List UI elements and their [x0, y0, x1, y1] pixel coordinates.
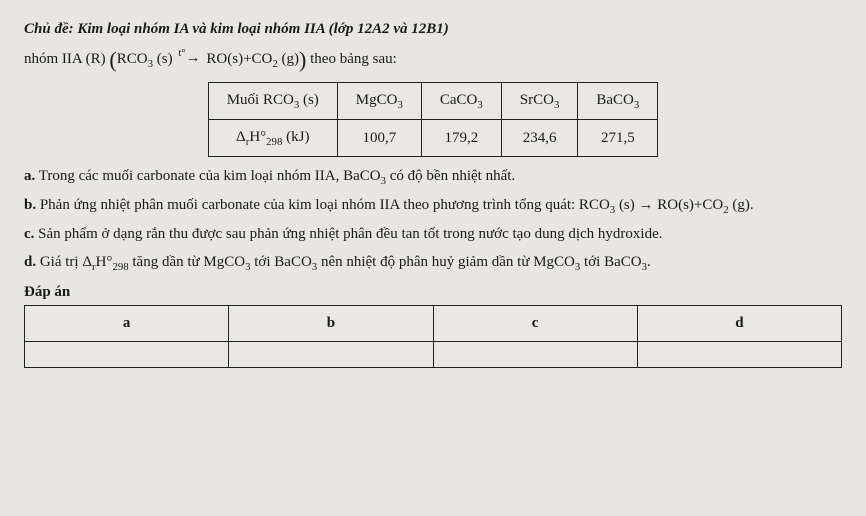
reaction-ro: RO	[206, 50, 227, 66]
ans-d-label: d	[735, 315, 743, 331]
state-g: (g)	[282, 50, 300, 66]
cell-mgco3: MgCO3	[337, 82, 421, 119]
answer-table: a b c d	[24, 305, 842, 368]
plus: +	[243, 50, 251, 66]
table-row: a b c d	[25, 306, 842, 342]
cell-val-1: 100,7	[337, 119, 421, 156]
item-d: d. Giá trị ΔrH°298 tăng dần từ MgCO3 tới…	[24, 251, 842, 275]
open-paren-icon: (	[109, 47, 116, 72]
ans-cell-d	[637, 341, 841, 367]
item-b-label: b.	[24, 197, 36, 213]
cell-val-2: 179,2	[421, 119, 501, 156]
state-s-1: (s)	[157, 50, 173, 66]
reaction-co2: CO	[252, 50, 273, 66]
state-s-2: (s)	[227, 50, 243, 66]
item-a: a. Trong các muối carbonate của kim loại…	[24, 165, 842, 189]
arrow-icon: t°→	[178, 45, 200, 70]
table-row: Muối RCO3 (s) MgCO3 CaCO3 SrCO3 BaCO3	[208, 82, 658, 119]
ans-head-a: a	[25, 306, 229, 342]
dapan-label: Đáp án	[24, 281, 842, 304]
cell-val-4: 271,5	[578, 119, 658, 156]
ans-cell-b	[229, 341, 433, 367]
ans-c-label: c	[532, 315, 539, 331]
cell-deltaH-header: ΔrH°298 (kJ)	[208, 119, 337, 156]
sub-3: 3	[148, 57, 153, 69]
table-row	[25, 341, 842, 367]
reaction-prefix: nhóm IIA (R)	[24, 50, 106, 66]
sub-2: 2	[272, 57, 277, 69]
cell-val-3: 234,6	[501, 119, 578, 156]
arrow-condition: t°	[178, 47, 185, 59]
data-table: Muối RCO3 (s) MgCO3 CaCO3 SrCO3 BaCO3 Δr…	[208, 82, 659, 157]
item-c: c. Sản phẩm ở dạng rắn thu được sau phản…	[24, 223, 842, 246]
cell-caco3: CaCO3	[421, 82, 501, 119]
ans-b-label: b	[327, 315, 335, 331]
item-c-label: c.	[24, 226, 34, 242]
table-row: ΔrH°298 (kJ) 100,7 179,2 234,6 271,5	[208, 119, 658, 156]
item-a-label: a.	[24, 168, 35, 184]
ans-cell-a	[25, 341, 229, 367]
ans-cell-c	[433, 341, 637, 367]
cell-baco3: BaCO3	[578, 82, 658, 119]
close-paren-icon: )	[299, 47, 306, 72]
ans-head-d: d	[637, 306, 841, 342]
reaction-left: RCO	[117, 50, 148, 66]
item-d-label: d.	[24, 254, 36, 270]
page-title: Chủ đề: Kim loại nhóm IA và kim loại nhó…	[24, 18, 842, 41]
reaction-suffix: theo bảng sau:	[310, 50, 397, 66]
cell-srco3: SrCO3	[501, 82, 578, 119]
ans-head-b: b	[229, 306, 433, 342]
ans-head-c: c	[433, 306, 637, 342]
ans-a-label: a	[123, 315, 131, 331]
reaction-line: nhóm IIA (R) (RCO3 (s) t°→ RO(s)+CO2 (g)…	[24, 43, 842, 76]
item-b: b. Phản ứng nhiệt phân muối carbonate củ…	[24, 194, 842, 218]
cell-salt-header: Muối RCO3 (s)	[208, 82, 337, 119]
